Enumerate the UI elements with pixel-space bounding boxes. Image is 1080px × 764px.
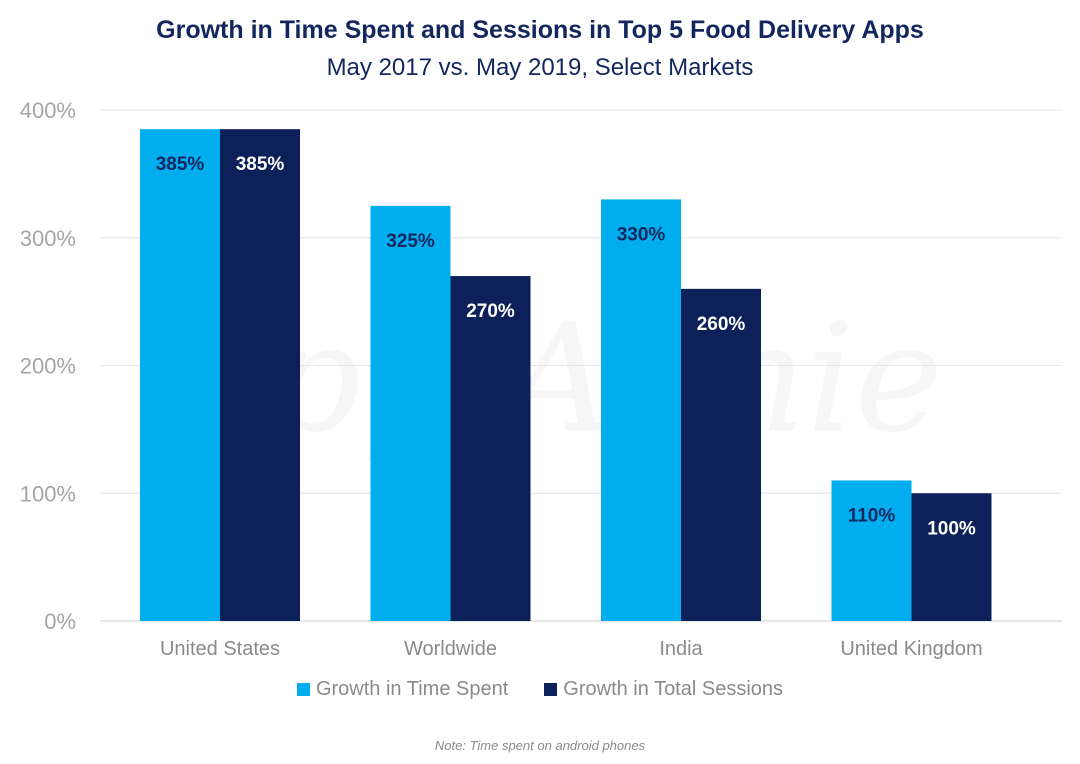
bar xyxy=(601,199,681,622)
bar xyxy=(370,205,451,621)
chart-title: Growth in Time Spent and Sessions in Top… xyxy=(156,16,924,44)
data-label: 330% xyxy=(617,224,666,245)
data-label: 385% xyxy=(156,154,205,175)
bar xyxy=(911,493,992,621)
x-tick-label: India xyxy=(659,638,703,660)
y-tick-label: 100% xyxy=(20,481,76,506)
legend-label-total-sessions: Growth in Total Sessions xyxy=(563,678,784,700)
data-label: 100% xyxy=(927,518,976,539)
data-label: 260% xyxy=(697,314,746,335)
x-tick-label: United States xyxy=(160,638,280,660)
x-tick-label: United Kingdom xyxy=(840,638,982,660)
data-label: 325% xyxy=(386,231,435,252)
legend-label-time-spent: Growth in Time Spent xyxy=(315,678,509,700)
data-label: 270% xyxy=(466,301,515,322)
bar xyxy=(831,480,912,621)
y-tick-label: 200% xyxy=(20,354,76,379)
legend: Growth in Time Spent Growth in Total Ses… xyxy=(0,678,1080,701)
chart-subtitle: May 2017 vs. May 2019, Select Markets xyxy=(326,54,754,81)
legend-swatch-total-sessions xyxy=(544,683,558,696)
bar xyxy=(220,129,300,621)
footnote: Note: Time spent on android phones xyxy=(434,738,646,753)
y-tick-label: 300% xyxy=(20,226,76,251)
legend-item-time-spent: Growth in Time Spent xyxy=(296,678,509,701)
bar xyxy=(681,288,761,621)
y-tick-label: 0% xyxy=(44,609,76,634)
bar xyxy=(140,129,220,621)
y-tick-label: 400% xyxy=(20,98,76,123)
x-tick-label: Worldwide xyxy=(404,638,497,660)
data-label: 110% xyxy=(848,505,896,526)
data-label: 385% xyxy=(236,154,285,175)
legend-swatch-time-spent xyxy=(296,683,310,696)
legend-item-total-sessions: Growth in Total Sessions xyxy=(544,678,783,701)
bar xyxy=(450,276,531,621)
